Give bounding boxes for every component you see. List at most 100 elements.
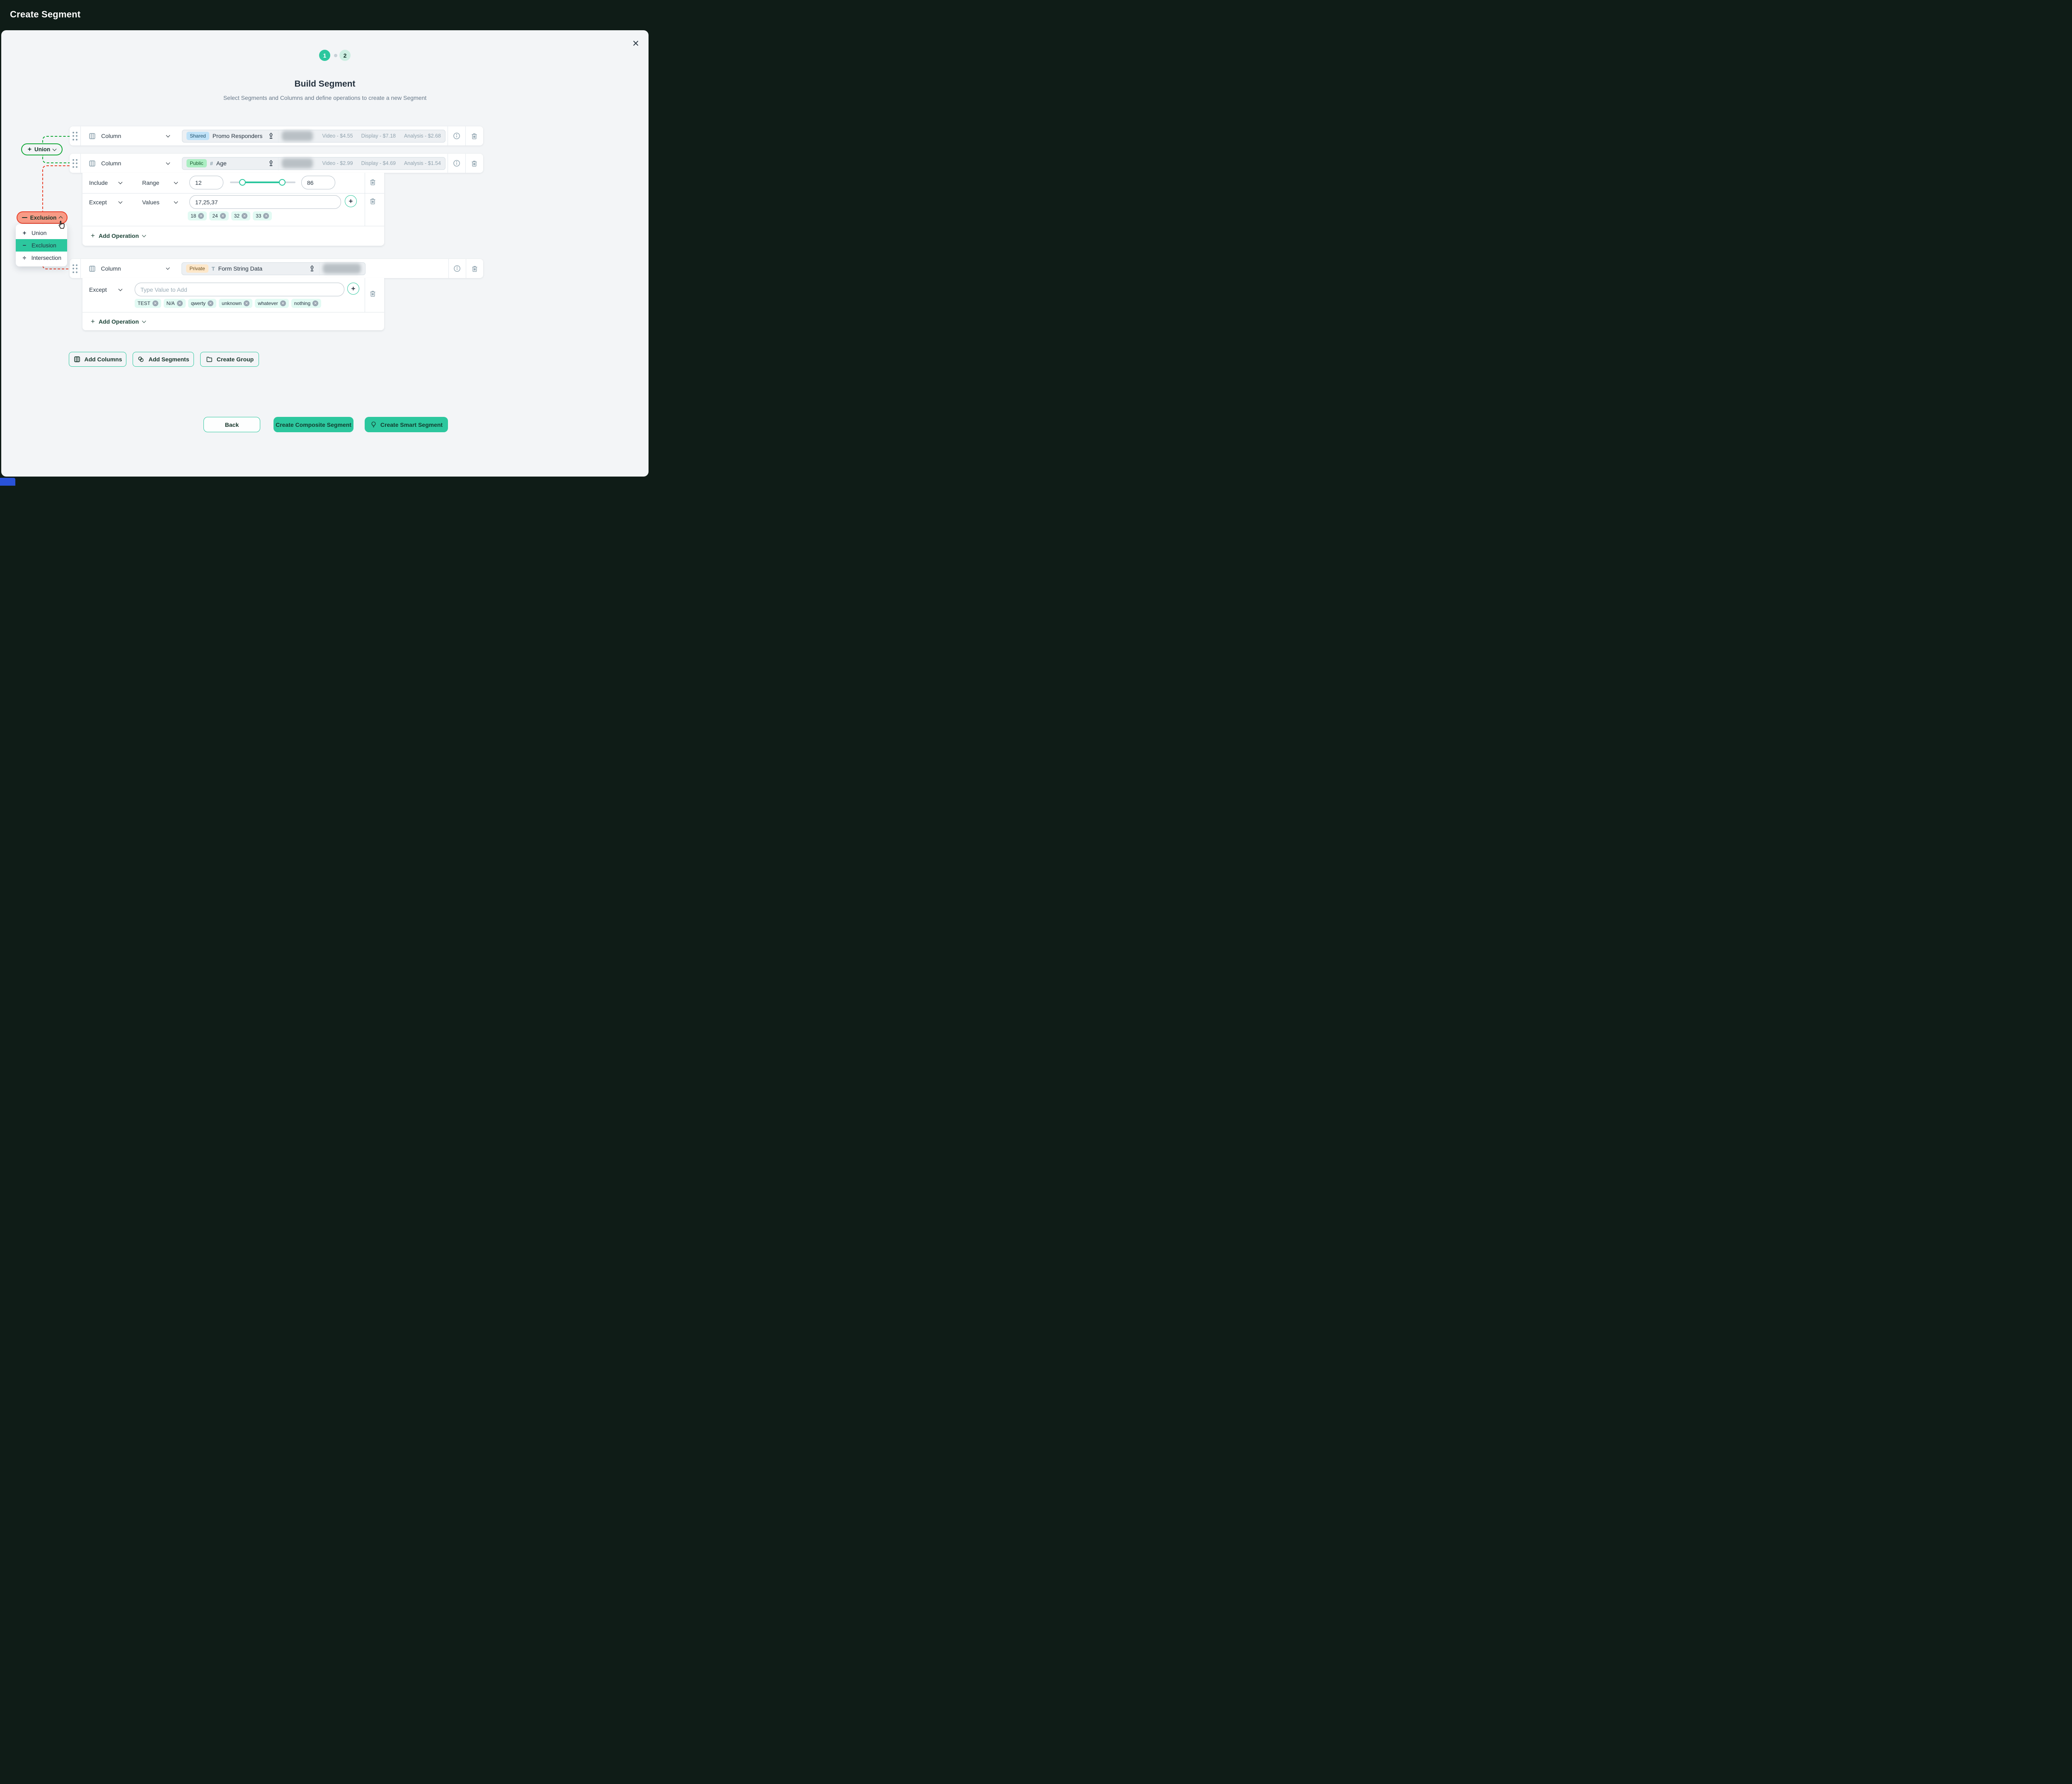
info-icon[interactable]	[448, 132, 465, 140]
dialog-subtitle: Select Segments and Columns and define o…	[223, 94, 427, 101]
chevron-down-icon[interactable]	[166, 133, 170, 138]
menu-item-union[interactable]: + Union	[16, 227, 67, 239]
remove-chip-icon[interactable]: ✕	[312, 300, 319, 306]
remove-chip-icon[interactable]: ✕	[152, 300, 158, 306]
delete-row-trash-icon[interactable]	[466, 265, 483, 273]
remove-chip-icon[interactable]: ✕	[208, 300, 214, 306]
chip-label: whatever	[258, 300, 278, 306]
chevron-down-icon[interactable]	[118, 180, 123, 184]
slider-handle-max[interactable]	[279, 179, 286, 186]
divider	[80, 154, 81, 173]
remove-chip-icon[interactable]: ✕	[280, 300, 286, 306]
page-title: Create Segment	[10, 9, 81, 19]
redacted-value	[322, 264, 361, 274]
chip-label: unknown	[222, 300, 242, 306]
add-columns-button[interactable]: Add Columns	[69, 352, 126, 367]
row-type-select[interactable]: Column	[101, 265, 121, 272]
lightbulb-icon	[371, 421, 376, 428]
drag-handle[interactable]	[70, 159, 80, 168]
value-chip: qwerty ✕	[188, 299, 217, 308]
chip-label: N/A	[166, 300, 175, 306]
delete-row-trash-icon[interactable]	[466, 132, 483, 140]
chip-label: 33	[256, 213, 261, 219]
exclusion-operator-pill[interactable]: Exclusion	[17, 211, 68, 224]
column-value-field[interactable]: Shared Promo Responders Video - $4.55 Di…	[182, 129, 445, 143]
drag-handle[interactable]	[70, 131, 80, 140]
columns-icon	[74, 356, 80, 362]
remove-chip-icon[interactable]: ✕	[177, 300, 183, 306]
add-operation-button[interactable]: + Add Operation	[91, 232, 146, 240]
redacted-value	[282, 158, 313, 168]
remove-chip-icon[interactable]: ✕	[198, 213, 204, 219]
chevron-down-icon[interactable]	[118, 199, 123, 204]
row-type-select[interactable]: Column	[101, 160, 121, 167]
chevron-down-icon[interactable]	[174, 180, 178, 184]
remove-chip-icon[interactable]: ✕	[244, 300, 250, 306]
column-value-field[interactable]: Public # Age Video - $2.99 Display - $4.…	[182, 157, 445, 170]
back-button[interactable]: Back	[203, 417, 260, 432]
value-chip: unknown ✕	[219, 299, 253, 308]
chip-label: TEST	[138, 300, 150, 306]
delete-filter-trash-icon[interactable]	[369, 290, 377, 298]
back-label: Back	[225, 421, 239, 428]
union-operator-pill[interactable]: + Union	[21, 143, 63, 155]
plus-icon: +	[91, 232, 95, 240]
edit-pencil-icon[interactable]	[267, 160, 275, 167]
chevron-down-icon[interactable]	[118, 287, 123, 291]
remove-chip-icon[interactable]: ✕	[220, 213, 226, 219]
remove-chip-icon[interactable]: ✕	[263, 213, 269, 219]
segment-row-form-string-data: Column Private T Form String Data	[70, 259, 483, 278]
divider	[82, 193, 384, 194]
info-icon[interactable]	[449, 264, 466, 273]
add-operation-button[interactable]: + Add Operation	[91, 317, 146, 326]
range-min-input[interactable]	[189, 176, 223, 189]
create-smart-segment-button[interactable]: Create Smart Segment	[365, 417, 448, 432]
add-value-plus-button[interactable]: +	[347, 283, 359, 295]
range-slider[interactable]	[230, 179, 295, 186]
filter-op-select[interactable]: Include	[89, 179, 108, 186]
edit-pencil-icon[interactable]	[308, 265, 316, 272]
add-segments-button[interactable]: Add Segments	[133, 352, 194, 367]
drag-handle[interactable]	[70, 264, 80, 273]
range-max-input[interactable]	[301, 176, 335, 189]
chevron-down-icon[interactable]	[166, 160, 170, 165]
type-value-input[interactable]	[135, 283, 344, 296]
chevron-down-icon[interactable]	[166, 266, 170, 270]
row-type-select[interactable]: Column	[101, 133, 121, 139]
price-display: Display - $4.69	[361, 160, 396, 166]
remove-chip-icon[interactable]: ✕	[242, 213, 248, 219]
create-group-button[interactable]: Create Group	[200, 352, 259, 367]
create-group-label: Create Group	[216, 356, 254, 363]
visibility-badge: Shared	[186, 132, 209, 140]
filter-op-select[interactable]: Except	[89, 286, 107, 293]
values-input[interactable]	[189, 195, 341, 209]
filter-mode-select[interactable]: Values	[142, 199, 160, 206]
slider-handle-min[interactable]	[239, 179, 246, 186]
create-composite-segment-button[interactable]: Create Composite Segment	[274, 417, 353, 432]
chevron-down-icon[interactable]	[174, 199, 178, 204]
edit-pencil-icon[interactable]	[267, 132, 275, 140]
info-icon[interactable]	[448, 159, 465, 167]
exclusion-pill-label: Exclusion	[30, 214, 57, 221]
menu-item-label: Intersection	[31, 254, 61, 261]
delete-filter-trash-icon[interactable]	[369, 197, 377, 205]
filter-op-select[interactable]: Except	[89, 199, 107, 206]
segment-row-age: Column Public # Age Video - $2.99 Displa…	[70, 154, 483, 173]
menu-item-exclusion[interactable]: − Exclusion	[16, 239, 67, 252]
connector-union-to-row2	[42, 155, 70, 163]
value-chip: N/A ✕	[163, 299, 186, 308]
filter-mode-select[interactable]: Range	[142, 179, 160, 186]
delete-row-trash-icon[interactable]	[466, 160, 483, 167]
delete-filter-trash-icon[interactable]	[369, 178, 377, 186]
price-video: Video - $2.99	[322, 160, 353, 166]
divider	[465, 154, 466, 173]
age-filters-panel: Include Range Except Values + 18✕ 24✕ 32…	[82, 173, 384, 246]
menu-item-intersection[interactable]: ÷ Intersection	[16, 252, 67, 264]
add-value-plus-button[interactable]: +	[345, 195, 357, 207]
folder-icon	[206, 357, 212, 362]
stepper-step-2[interactable]: 2	[339, 50, 351, 61]
column-value-field[interactable]: Private T Form String Data	[182, 262, 366, 276]
stepper-step-1[interactable]: 1	[319, 50, 330, 61]
menu-item-label: Union	[31, 230, 47, 236]
close-icon[interactable]: ✕	[632, 39, 639, 48]
